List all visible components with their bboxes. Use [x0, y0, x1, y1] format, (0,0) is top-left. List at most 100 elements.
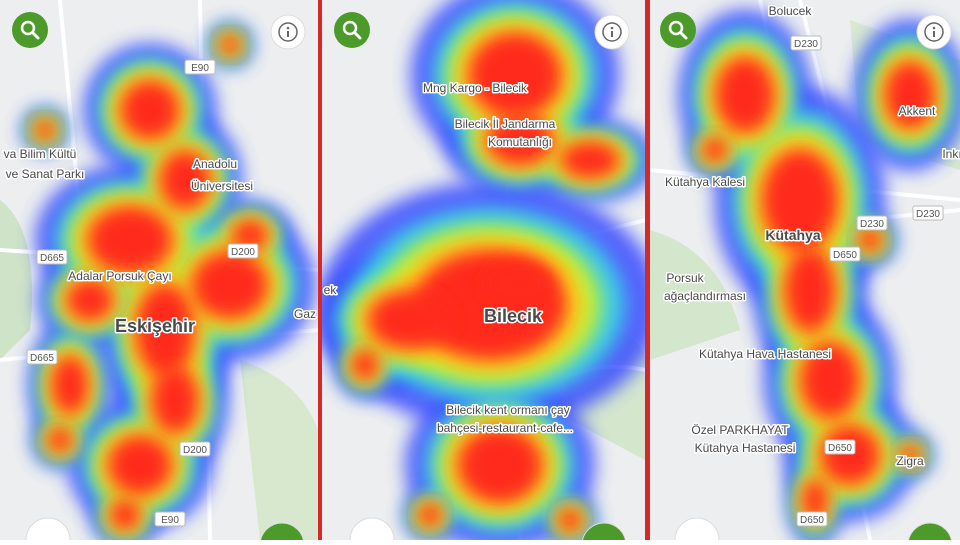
heat-blob: [66, 278, 114, 322]
heat-blob: [820, 425, 880, 485]
heat-blob: [558, 508, 582, 532]
place-label: Kütahya Hava Hastanesi: [699, 347, 831, 361]
info-icon: [602, 22, 622, 42]
place-label: Bilecik: [484, 306, 543, 326]
place-label: Üniversitesi: [191, 179, 253, 193]
place-label: Inkı: [942, 147, 960, 161]
heat-blob: [486, 259, 554, 311]
road-label: D665: [40, 253, 64, 264]
info-icon: [924, 22, 944, 42]
search-button[interactable]: [334, 12, 370, 48]
heat-blob: [34, 119, 56, 141]
place-label: ek: [324, 283, 338, 297]
heat-blob: [159, 150, 211, 210]
heat-blob: [351, 349, 379, 381]
place-label: Bilecik kent ormanı çay: [446, 403, 569, 417]
heat-blob: [560, 141, 620, 179]
heat-blob: [468, 32, 562, 118]
heat-blob: [715, 56, 775, 134]
road-label: D665: [30, 353, 54, 364]
divider: [645, 0, 650, 540]
heat-blob: [219, 34, 241, 56]
road-label: E90: [161, 515, 179, 526]
info-icon: [932, 26, 936, 30]
road-label: E90: [191, 63, 209, 74]
road-badge: [856, 215, 888, 231]
controls: [12, 12, 953, 545]
place-label: Adalar Porsuk Çayı: [68, 269, 171, 283]
search-button[interactable]: [660, 12, 696, 48]
road-badge: [227, 243, 259, 259]
place-label: Akkent: [899, 104, 936, 118]
heat-blob: [120, 80, 180, 140]
place-label: Gaz: [294, 307, 316, 321]
heat-blob: [151, 366, 199, 434]
heat-blob: [702, 137, 728, 163]
place-label: Özel PARKHAYAT: [691, 423, 789, 437]
road-badge: [790, 35, 822, 51]
road-badge: [179, 441, 211, 457]
info-icon: [286, 26, 290, 30]
heat-blob: [761, 149, 839, 251]
info-icon: [610, 26, 614, 30]
road-label: D230: [860, 219, 884, 230]
heat-blob: [87, 206, 173, 274]
heat-blob: [191, 251, 269, 319]
search-icon: [679, 31, 688, 40]
heat-blob: [884, 61, 936, 129]
road-badge: [912, 205, 944, 221]
road-badge: [184, 59, 216, 75]
heat-blob: [367, 290, 453, 350]
place-label: Zigra: [896, 454, 924, 468]
search-icon: [20, 20, 36, 36]
road-label: D650: [828, 443, 852, 454]
heat-blob: [231, 219, 269, 251]
place-label: Anadolu: [193, 157, 237, 171]
place-label: ağaçlandırması: [664, 289, 746, 303]
place-label: Mng Kargo - Bilecik: [423, 81, 528, 95]
search-icon: [31, 31, 40, 40]
road-badge: [26, 349, 58, 365]
place-label: Kütahya: [765, 227, 820, 243]
road-label: D230: [794, 39, 818, 50]
heat-blob: [47, 427, 73, 453]
road-label: D650: [800, 515, 824, 526]
road-label: D230: [916, 209, 940, 220]
divider: [318, 0, 322, 540]
heat-blob: [51, 355, 89, 415]
heat-blob: [784, 247, 836, 333]
info-icon: [278, 22, 298, 42]
search-icon: [353, 31, 362, 40]
labels: Eskişehir Adalar Porsuk Çayı Anadolu Üniver…: [2, 3, 960, 528]
heat-blob: [109, 499, 141, 531]
road-badge: [796, 511, 828, 527]
search-icon: [342, 20, 358, 36]
heat-blob: [858, 228, 882, 252]
road-badge: [824, 439, 856, 455]
heat-blob: [899, 444, 921, 466]
heat-blob: [486, 114, 554, 166]
road-label: D650: [833, 250, 857, 261]
road-label: D200: [231, 247, 255, 258]
place-label: Kütahya Kalesi: [665, 175, 745, 189]
heat-blob: [418, 503, 442, 527]
panel-kutahya: [650, 0, 960, 540]
place-label: Bolucek: [769, 4, 813, 18]
heat-blob: [457, 426, 543, 504]
heat-blob: [135, 283, 195, 377]
panel-eskisehir: [0, 0, 318, 540]
place-label: Porsuk: [666, 271, 704, 285]
heat-blob: [107, 435, 173, 495]
panel-bilecik: [322, 0, 645, 540]
search-button[interactable]: [12, 12, 48, 48]
heat-blob: [802, 478, 828, 522]
place-label: ve Sanat Parkı: [6, 167, 85, 181]
place-label: Bilecik İl Jandarma: [455, 117, 556, 131]
search-icon: [668, 20, 684, 36]
place-label: bahçesi-restaurant-cafe...: [437, 421, 573, 435]
place-label: Eskişehir: [115, 316, 195, 336]
heat-blob: [800, 341, 860, 419]
place-label: Kütahya Hastanesi: [695, 441, 796, 455]
road-label: D200: [183, 445, 207, 456]
